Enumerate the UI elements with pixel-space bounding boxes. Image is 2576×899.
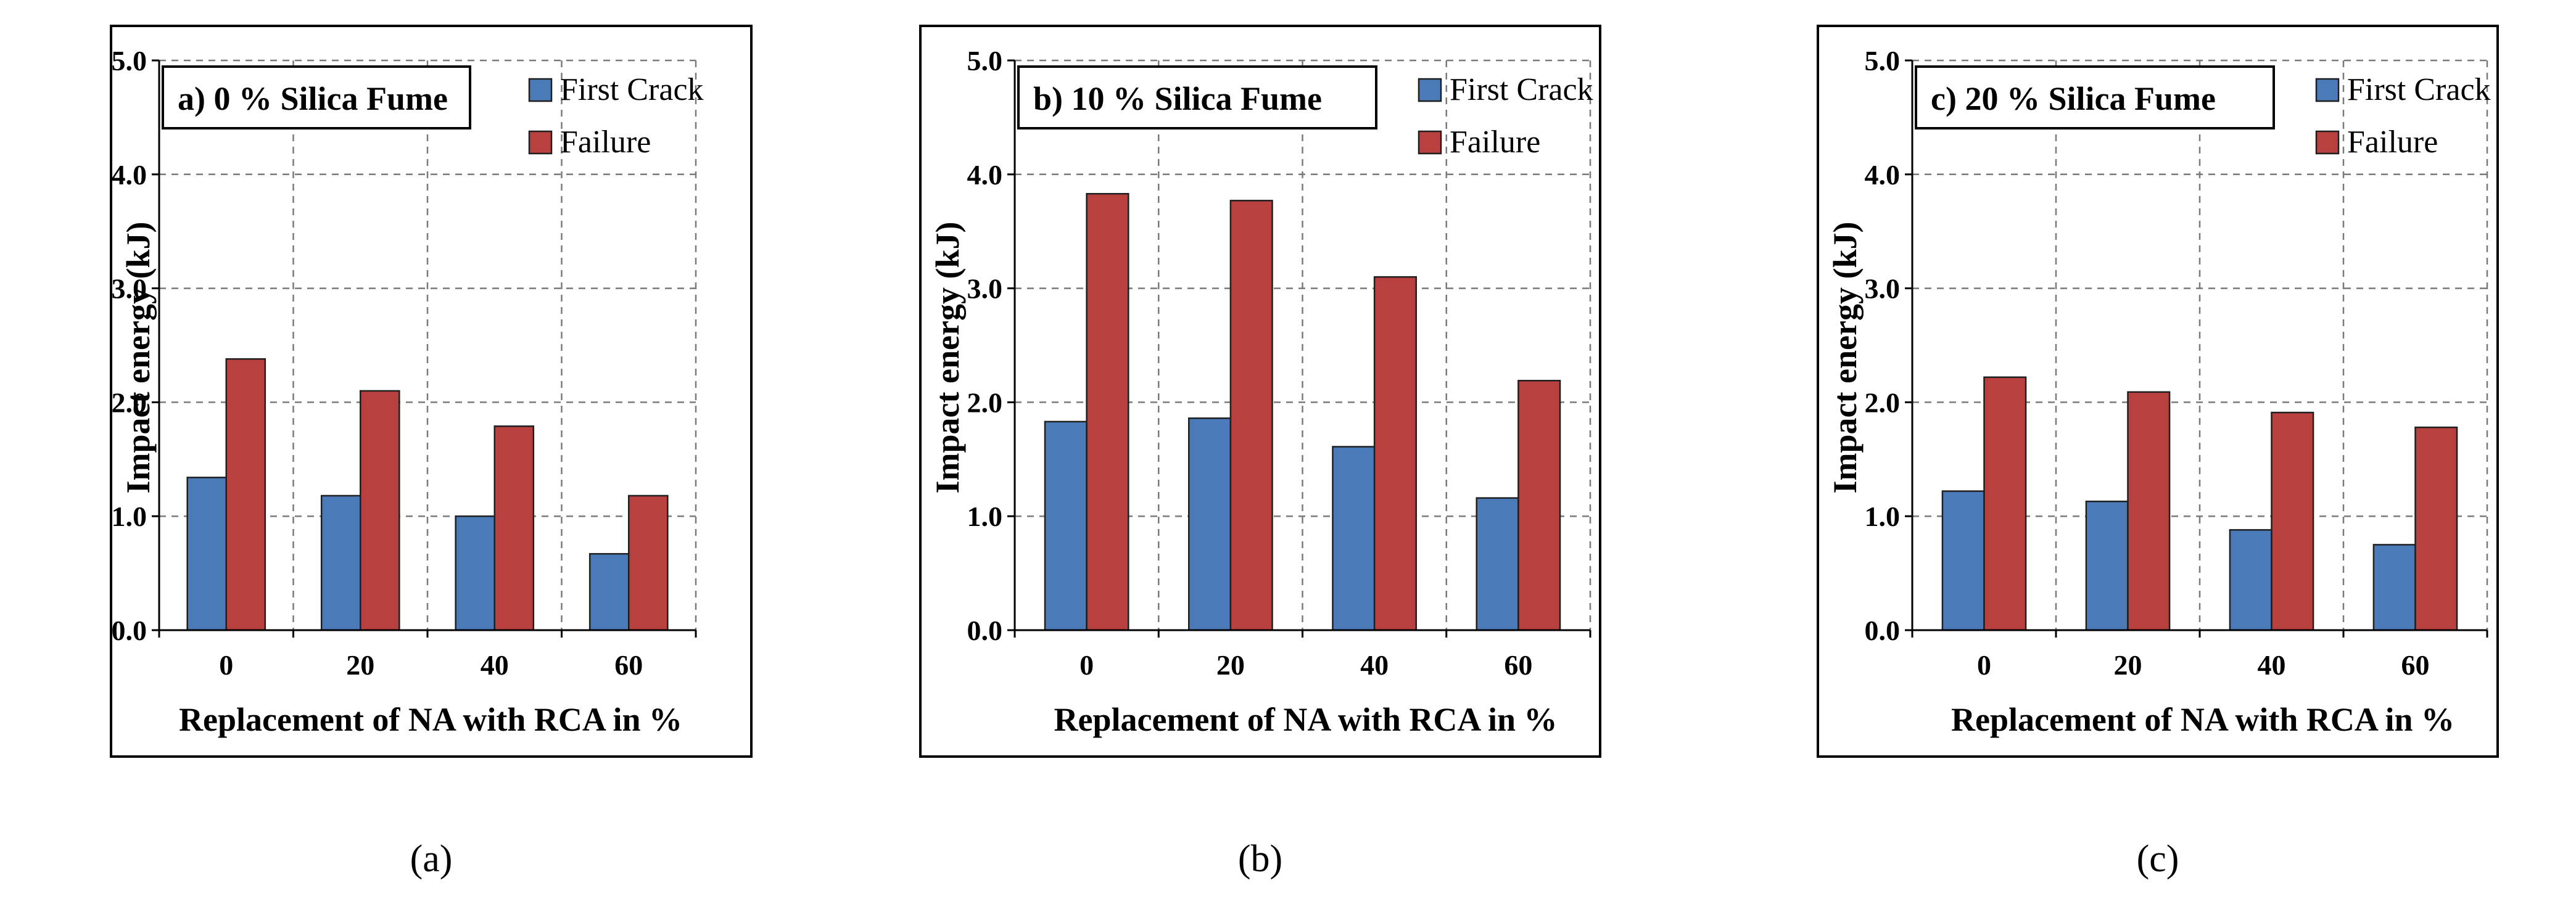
x-tick-label: 40 xyxy=(2258,649,2286,681)
bar-first-crack-60 xyxy=(1476,497,1519,631)
bar-failure-0 xyxy=(1086,192,1129,631)
legend-swatch-failure xyxy=(2315,130,2340,155)
x-axis-title: Replacement of NA with RCA in % xyxy=(1054,701,1558,738)
x-tick-label: 0 xyxy=(1977,649,1991,681)
legend-swatch-first-crack xyxy=(2315,78,2340,102)
y-tick-label: 0.0 xyxy=(1865,615,1901,646)
bar-first-crack-40 xyxy=(2229,529,2273,631)
legend-label: Failure xyxy=(1450,125,1540,160)
bar-failure-60 xyxy=(2414,426,2458,631)
x-tick-label: 60 xyxy=(1504,649,1532,681)
y-tick-label: 1.0 xyxy=(112,501,147,532)
y-tick-label: 0.0 xyxy=(967,615,1003,646)
legend-swatch-failure xyxy=(528,130,553,155)
bar-failure-40 xyxy=(1373,276,1418,631)
panel-title-box xyxy=(162,65,471,129)
bar-first-crack-20 xyxy=(2085,500,2129,631)
x-axis-title: Replacement of NA with RCA in % xyxy=(1951,701,2454,738)
y-tick-label: 3.0 xyxy=(1865,273,1901,305)
legend-label: First Crack xyxy=(560,72,704,107)
y-axis-title: Impact energy (kJ) xyxy=(1827,222,1864,494)
bar-first-crack-60 xyxy=(2372,544,2416,631)
panel-title: c) 20 % Silica Fume xyxy=(1931,80,2216,117)
x-tick-label: 60 xyxy=(2401,649,2430,681)
chart-panel-2: 0.0 1.0 2.0 3.0 4.0 5.0 0 20 40 60 Replacement of … xyxy=(919,25,1601,880)
x-tick-label: 20 xyxy=(1216,649,1245,681)
bar-first-crack-0 xyxy=(1941,490,1985,631)
y-tick-label: 4.0 xyxy=(1865,159,1901,191)
subfigure-label: (c) xyxy=(2137,838,2179,880)
panel-title-box xyxy=(1017,65,1377,129)
y-tick-label: 3.0 xyxy=(112,273,147,305)
chart-frame xyxy=(110,25,753,758)
bar-first-crack-40 xyxy=(1332,446,1376,631)
y-tick-label: 5.0 xyxy=(967,45,1003,76)
y-tick-label: 4.0 xyxy=(112,159,147,191)
y-tick-label: 2.0 xyxy=(967,387,1003,418)
subfigure-label: (a) xyxy=(410,838,453,880)
panel-title: a) 0 % Silica Fume xyxy=(178,80,448,117)
y-tick-label: 5.0 xyxy=(1865,45,1901,76)
x-tick-label: 40 xyxy=(1360,649,1389,681)
bar-failure-0 xyxy=(225,358,266,631)
x-axis-title: Replacement of NA with RCA in % xyxy=(179,701,682,738)
bar-failure-40 xyxy=(2271,411,2314,631)
bar-first-crack-60 xyxy=(588,552,630,631)
y-axis-title: Impact energy (kJ) xyxy=(120,222,157,494)
chart-panel-1: 0.0 1.0 2.0 3.0 4.0 5.0 0 20 40 60 Replacement of … xyxy=(110,25,753,880)
y-tick-label: 2.0 xyxy=(1865,387,1901,418)
x-tick-label: 60 xyxy=(614,649,643,681)
x-tick-label: 0 xyxy=(1080,649,1094,681)
bar-first-crack-20 xyxy=(1187,417,1232,631)
bar-failure-60 xyxy=(1517,380,1561,631)
legend-label: Failure xyxy=(2347,125,2438,160)
legend-label: Failure xyxy=(560,125,651,160)
subfigure-label: (b) xyxy=(1238,838,1282,880)
bar-first-crack-20 xyxy=(320,495,361,631)
bar-failure-0 xyxy=(1983,376,2027,631)
y-tick-label: 0.0 xyxy=(112,615,147,646)
legend-label: First Crack xyxy=(2347,72,2491,107)
bar-failure-20 xyxy=(2127,391,2171,631)
y-axis-title: Impact energy (kJ) xyxy=(929,222,966,494)
bar-failure-60 xyxy=(628,495,669,631)
legend-label: First Crack xyxy=(1450,72,1593,107)
y-tick-label: 1.0 xyxy=(967,501,1003,532)
bar-failure-40 xyxy=(493,425,535,631)
bar-first-crack-0 xyxy=(186,477,227,631)
legend-swatch-first-crack xyxy=(528,78,553,102)
panel-title-box xyxy=(1915,65,2275,129)
chart-panel-3: 0.0 1.0 2.0 3.0 4.0 5.0 0 20 40 60 Replacement of … xyxy=(1817,25,2499,880)
legend-swatch-failure xyxy=(1418,130,1442,155)
bar-failure-20 xyxy=(360,390,400,631)
x-tick-label: 20 xyxy=(2114,649,2142,681)
x-tick-label: 40 xyxy=(481,649,509,681)
y-tick-label: 4.0 xyxy=(967,159,1003,191)
x-tick-label: 20 xyxy=(346,649,374,681)
bar-first-crack-0 xyxy=(1044,421,1088,631)
legend-swatch-first-crack xyxy=(1418,78,1442,102)
y-tick-label: 5.0 xyxy=(112,45,147,76)
chart-frame xyxy=(1817,25,2499,758)
x-tick-label: 0 xyxy=(219,649,233,681)
bar-failure-20 xyxy=(1229,200,1273,631)
panel-title: b) 10 % Silica Fume xyxy=(1033,80,1322,117)
bar-first-crack-40 xyxy=(455,515,495,631)
y-tick-label: 3.0 xyxy=(967,273,1003,305)
y-tick-label: 2.0 xyxy=(112,387,147,418)
y-tick-label: 1.0 xyxy=(1865,501,1901,532)
